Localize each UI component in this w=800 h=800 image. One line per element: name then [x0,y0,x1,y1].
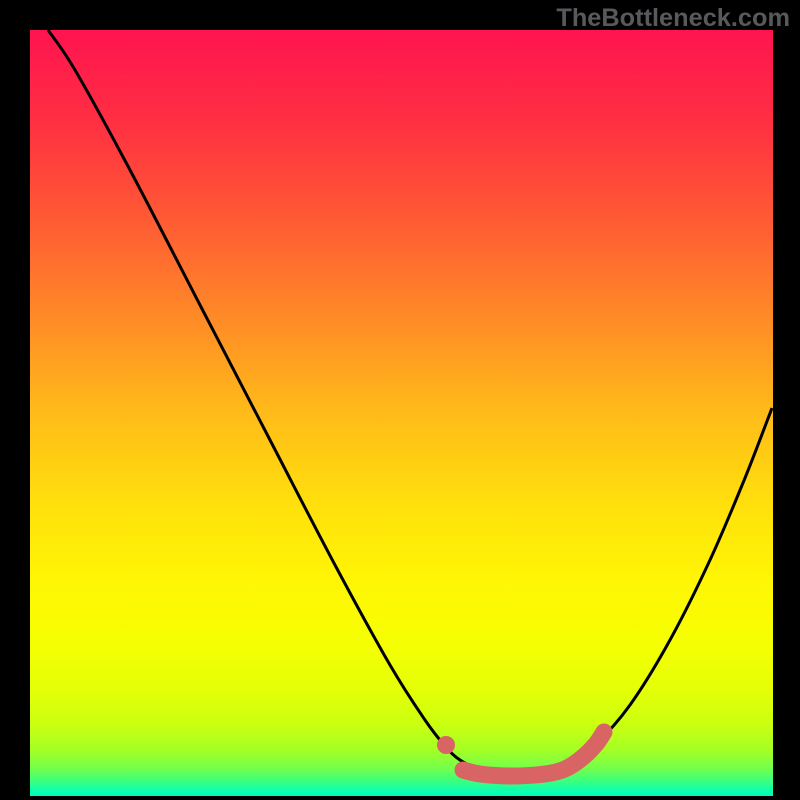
gradient-background [30,30,773,796]
watermark-text: TheBottleneck.com [556,4,790,33]
highlight-dot [437,736,455,754]
bottleneck-chart [0,0,800,800]
